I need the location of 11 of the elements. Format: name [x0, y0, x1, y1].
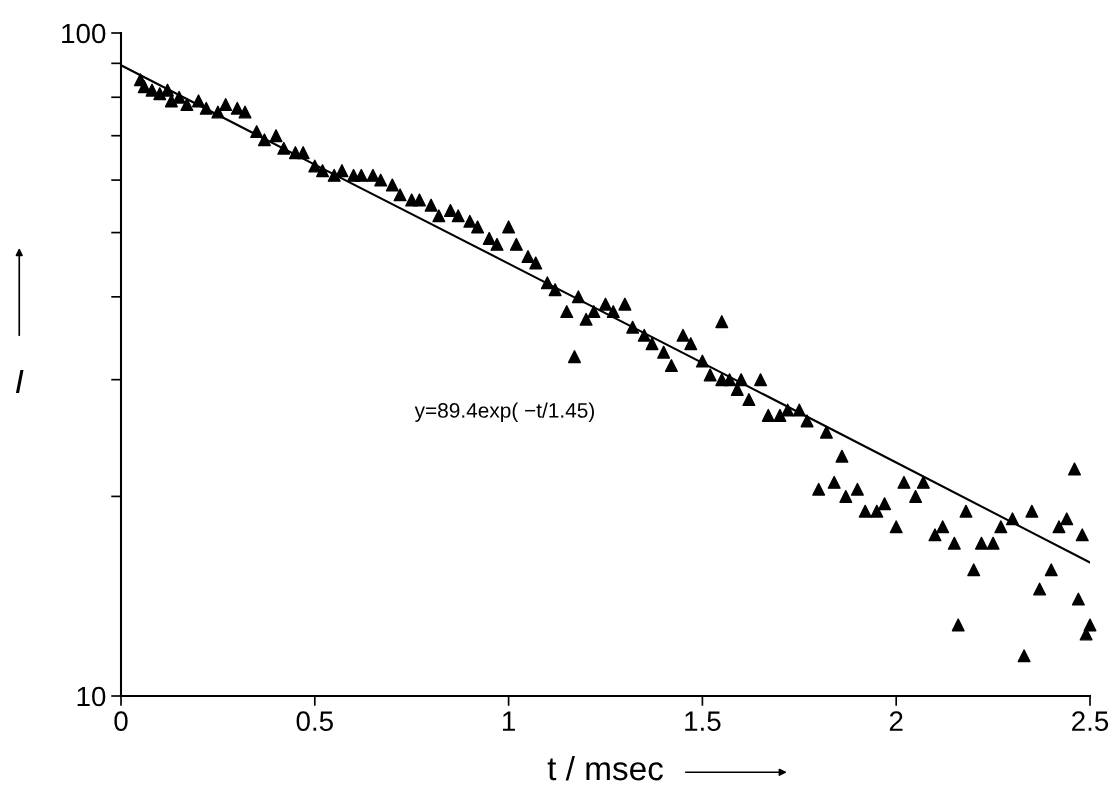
y-tick-label: 100 [62, 23, 106, 44]
annotation: y=89.4exp( −t/1.45) [414, 402, 594, 422]
x-tick-label: 1.5 [685, 711, 721, 731]
x-tick-label: 2.5 [1072, 711, 1109, 731]
x-axis-title: t / msec [547, 755, 663, 781]
x-tick-label: 0 [114, 711, 128, 731]
x-tick-label: 1 [502, 711, 515, 731]
x-tick-label: 0.5 [296, 711, 333, 731]
y-axis-title: I [15, 370, 24, 394]
y-tick-label: 10 [77, 686, 106, 707]
x-tick-label: 2 [889, 711, 903, 731]
